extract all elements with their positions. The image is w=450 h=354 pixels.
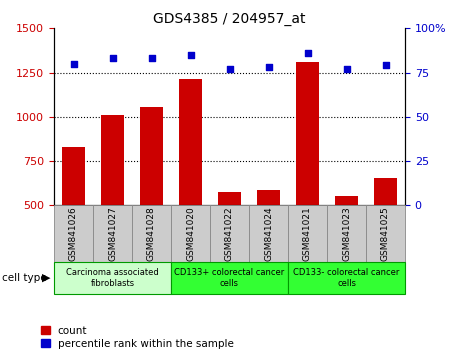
Text: GSM841020: GSM841020: [186, 206, 195, 261]
Text: cell type: cell type: [2, 273, 47, 283]
Bar: [54, 205, 93, 262]
Text: GSM841025: GSM841025: [381, 206, 390, 261]
Bar: [179, 79, 202, 294]
Text: GSM841022: GSM841022: [225, 206, 234, 261]
Bar: [335, 195, 358, 294]
Bar: [257, 190, 280, 294]
Legend: count, percentile rank within the sample: count, percentile rank within the sample: [41, 326, 234, 349]
Text: GSM841023: GSM841023: [342, 206, 351, 261]
Bar: [327, 205, 366, 262]
Bar: [140, 107, 163, 294]
Bar: [296, 62, 319, 294]
Point: [304, 50, 311, 56]
Title: GDS4385 / 204957_at: GDS4385 / 204957_at: [153, 12, 306, 26]
Bar: [366, 205, 405, 262]
Point: [265, 64, 272, 70]
Bar: [171, 262, 288, 294]
Text: ▶: ▶: [42, 273, 50, 283]
Point: [70, 61, 77, 67]
Bar: [218, 192, 241, 294]
Text: GSM841024: GSM841024: [264, 206, 273, 261]
Bar: [374, 178, 397, 294]
Point: [148, 56, 155, 61]
Text: GSM841021: GSM841021: [303, 206, 312, 261]
Bar: [249, 205, 288, 262]
Point: [382, 63, 389, 68]
Point: [343, 66, 350, 72]
Text: CD133+ colorectal cancer
cells: CD133+ colorectal cancer cells: [175, 268, 284, 287]
Text: Carcinoma associated
fibroblasts: Carcinoma associated fibroblasts: [66, 268, 159, 287]
Text: CD133- colorectal cancer
cells: CD133- colorectal cancer cells: [293, 268, 400, 287]
Bar: [62, 147, 85, 294]
Bar: [288, 262, 405, 294]
Point: [226, 66, 233, 72]
Bar: [210, 205, 249, 262]
Point: [109, 56, 116, 61]
Bar: [132, 205, 171, 262]
Bar: [171, 205, 210, 262]
Bar: [93, 205, 132, 262]
Bar: [54, 262, 171, 294]
Bar: [288, 205, 327, 262]
Point: [187, 52, 194, 58]
Text: GSM841027: GSM841027: [108, 206, 117, 261]
Bar: [101, 115, 124, 294]
Text: GSM841026: GSM841026: [69, 206, 78, 261]
Text: GSM841028: GSM841028: [147, 206, 156, 261]
